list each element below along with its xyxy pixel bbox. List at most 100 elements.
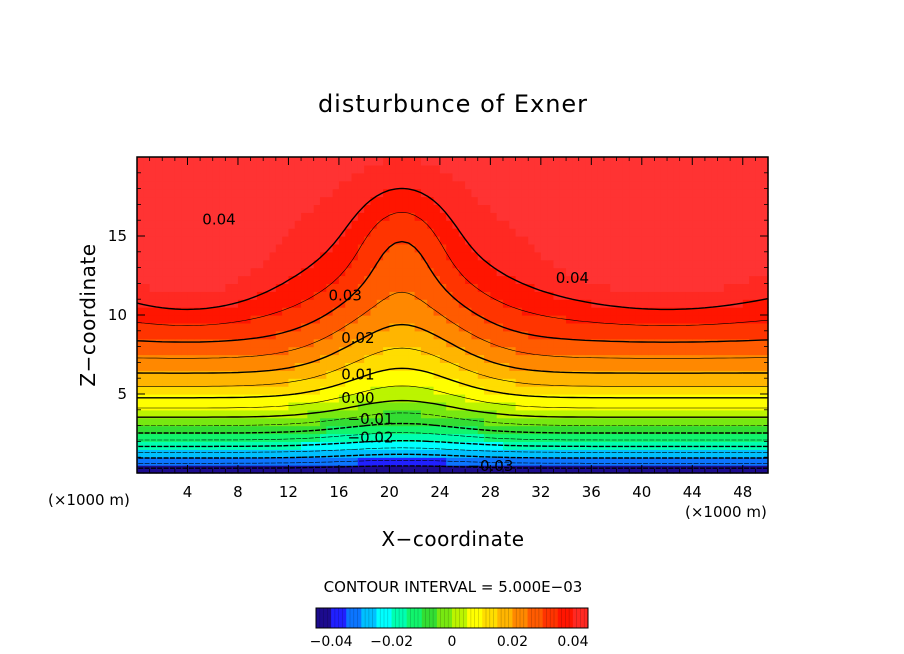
heatmap-cell [755, 315, 763, 324]
heatmap-cell [591, 212, 599, 221]
heatmap-cell [149, 330, 157, 340]
heatmap-cell [326, 228, 334, 237]
heatmap-cell [307, 338, 315, 348]
heatmap-cell [193, 172, 201, 182]
heatmap-cell [389, 441, 397, 450]
heatmap-cell [351, 204, 359, 213]
heatmap-cell [225, 425, 233, 435]
heatmap-cell [212, 425, 220, 435]
heatmap-cell [540, 220, 548, 229]
heatmap-cell [364, 204, 372, 213]
heatmap-cell [351, 188, 359, 198]
heatmap-cell [370, 378, 378, 387]
heatmap-cell [433, 228, 441, 237]
heatmap-cell [629, 283, 637, 292]
heatmap-cell [572, 315, 580, 324]
heatmap-cell [345, 243, 353, 253]
heatmap-cell [376, 196, 384, 205]
heatmap-cell [439, 299, 447, 308]
heatmap-cell [193, 433, 201, 442]
heatmap-cell [370, 330, 378, 340]
heatmap-cell [376, 315, 384, 324]
heatmap-cell [357, 370, 365, 379]
heatmap-cell [679, 322, 687, 332]
heatmap-cell [193, 465, 201, 474]
heatmap-cell [585, 417, 592, 427]
heatmap-cell [717, 449, 725, 458]
heatmap-cell [269, 259, 277, 269]
heatmap-cell [408, 401, 416, 411]
heatmap-cell [749, 212, 756, 221]
heatmap-cell [269, 394, 277, 403]
heatmap-cell [250, 338, 258, 348]
heatmap-cell [673, 315, 681, 324]
heatmap-cell [730, 283, 738, 292]
heatmap-cell [237, 346, 245, 356]
heatmap-cell [420, 417, 428, 427]
heatmap-cell [742, 157, 750, 166]
heatmap-cell [736, 315, 744, 324]
heatmap-cell [660, 370, 668, 379]
heatmap-cell [206, 425, 214, 435]
heatmap-cell [749, 330, 756, 340]
heatmap-cell [521, 394, 529, 403]
heatmap-cell [307, 457, 315, 466]
heatmap-cell [338, 441, 346, 450]
heatmap-cell [137, 291, 144, 300]
heatmap-cell [237, 291, 245, 300]
heatmap-cell [761, 243, 769, 253]
heatmap-cell [137, 386, 144, 395]
heatmap-cell [553, 196, 561, 205]
heatmap-cell [187, 236, 195, 245]
heatmap-cell [282, 164, 290, 174]
heatmap-cell [540, 180, 548, 190]
heatmap-cell [244, 236, 252, 245]
heatmap-cell [433, 251, 441, 261]
heatmap-cell [622, 275, 630, 284]
heatmap-cell [181, 307, 189, 316]
heatmap-cell [187, 212, 195, 221]
heatmap-cell [162, 283, 170, 292]
heatmap-cell [496, 394, 504, 403]
heatmap-cell [572, 346, 580, 356]
heatmap-cell [502, 386, 510, 395]
heatmap-cell [181, 354, 189, 363]
heatmap-cell [515, 275, 523, 284]
heatmap-cell [256, 291, 264, 300]
heatmap-cell [408, 449, 416, 458]
heatmap-cell [471, 394, 479, 403]
heatmap-cell [698, 172, 706, 182]
heatmap-cell [660, 307, 668, 316]
heatmap-cell [711, 251, 719, 261]
heatmap-cell [244, 204, 252, 213]
heatmap-cell [137, 180, 144, 190]
heatmap-cell [200, 259, 208, 269]
heatmap-cell [711, 204, 719, 213]
heatmap-cell [345, 307, 353, 316]
heatmap-cell [187, 180, 195, 190]
heatmap-cell [402, 164, 409, 174]
heatmap-cell [181, 196, 189, 205]
heatmap-cell [540, 157, 548, 166]
heatmap-cell [597, 433, 605, 442]
heatmap-cell [212, 259, 220, 269]
heatmap-cell [155, 228, 163, 237]
heatmap-cell [698, 370, 706, 379]
heatmap-cell [597, 180, 605, 190]
heatmap-cell [206, 236, 214, 245]
heatmap-cell [648, 188, 656, 198]
heatmap-cell [275, 449, 283, 458]
heatmap-cell [610, 188, 618, 198]
heatmap-cell [143, 180, 151, 190]
heatmap-cell [502, 180, 510, 190]
heatmap-cell [250, 267, 258, 277]
heatmap-cell [231, 425, 239, 435]
heatmap-cell [376, 228, 384, 237]
heatmap-cell [427, 449, 435, 458]
heatmap-cell [446, 322, 454, 332]
heatmap-cell [591, 180, 599, 190]
heatmap-cell [357, 425, 365, 435]
heatmap-cell [521, 417, 529, 427]
heatmap-cell [181, 243, 189, 253]
heatmap-cell [237, 275, 245, 284]
